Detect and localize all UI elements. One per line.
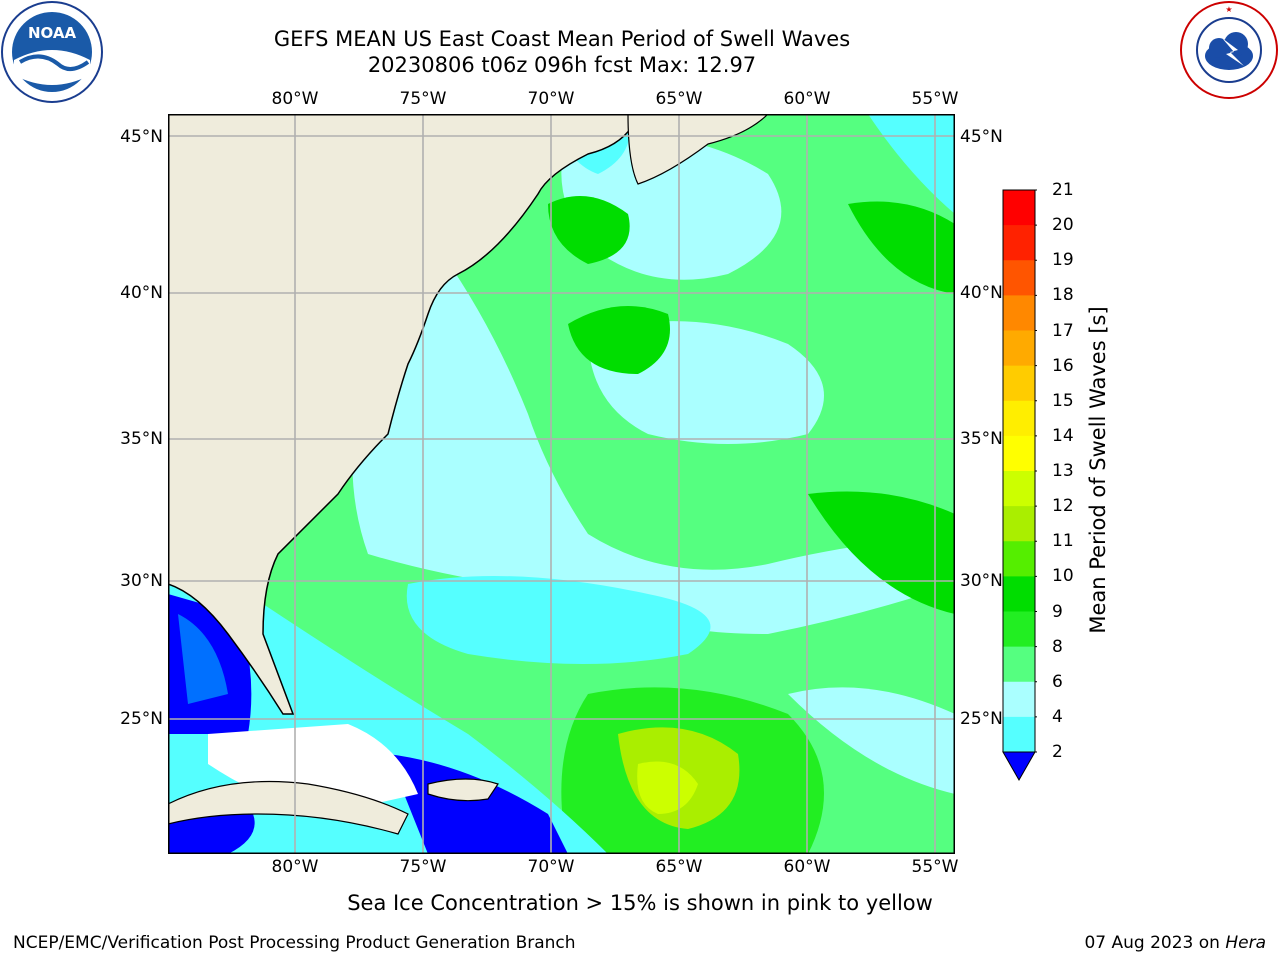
colorbar-extension — [1002, 751, 1036, 782]
colorbar-segment — [1003, 295, 1035, 331]
footer-date-text: 07 Aug 2023 on — [1084, 933, 1226, 953]
colorbar-tick-label: 14 — [1052, 425, 1074, 446]
lat-label-right: 25°N — [960, 709, 1003, 729]
colorbar-tick-label: 19 — [1052, 250, 1074, 271]
colorbar — [1002, 189, 1037, 782]
swell-region-cyan-3 — [868, 114, 955, 214]
chart-subtitle: 20230806 t06z 096h fcst Max: 12.97 — [367, 53, 757, 77]
colorbar-segment — [1003, 681, 1035, 718]
colorbar-tick-label: 17 — [1052, 320, 1074, 341]
forecast-map — [168, 114, 955, 854]
colorbar-tick-label: 21 — [1052, 180, 1074, 200]
footer-host: Hera — [1225, 933, 1266, 953]
colorbar-segment — [1003, 190, 1035, 226]
colorbar-segment — [1003, 330, 1035, 367]
colorbar-segment — [1003, 435, 1035, 472]
swell-region-deep-blue-2 — [388, 754, 568, 854]
land-hispaniola — [427, 778, 499, 802]
land-nova-scotia — [627, 114, 769, 185]
colorbar-segment — [1003, 471, 1035, 507]
lat-label-right: 40°N — [960, 283, 1003, 303]
lon-label-bottom: 60°W — [783, 857, 831, 877]
sea-ice-note-text: Sea Ice Concentration > 15% is shown in … — [347, 891, 933, 915]
colorbar-tick-label: 18 — [1052, 285, 1074, 306]
lon-label-top: 55°W — [911, 89, 959, 109]
lat-label-left: 35°N — [120, 429, 163, 449]
colorbar-segment — [1003, 225, 1035, 261]
lat-label-left: 45°N — [120, 127, 163, 147]
swell-region-cyan-4 — [788, 687, 955, 794]
colorbar-segment — [1003, 506, 1035, 542]
colorbar-tick-label: 12 — [1052, 496, 1074, 517]
lat-label-right: 30°N — [960, 571, 1003, 591]
swell-region-yellow — [637, 761, 698, 814]
colorbar-tick-label: 10 — [1052, 566, 1074, 587]
lon-label-bottom: 80°W — [271, 857, 319, 877]
colorbar-tick-label: 20 — [1052, 215, 1074, 236]
lon-label-top: 60°W — [783, 89, 831, 109]
swell-region-green — [548, 196, 630, 264]
lon-label-top: 75°W — [399, 89, 447, 109]
land-cuba — [168, 780, 409, 835]
colorbar-segment — [1003, 646, 1035, 683]
swell-region-green-2 — [568, 306, 670, 374]
lon-label-bottom: 70°W — [527, 857, 575, 877]
colorbar-segment — [1003, 611, 1035, 648]
lat-label-left: 25°N — [120, 709, 163, 729]
noaa-logo: NOAA — [1, 1, 103, 103]
colorbar-tick-label: 16 — [1052, 355, 1074, 376]
colorbar-tick-label: 13 — [1052, 461, 1074, 481]
colorbar-tick-label: 6 — [1052, 671, 1063, 692]
lon-label-top: 70°W — [527, 89, 575, 109]
graticule — [168, 114, 955, 854]
footer-credit: NCEP/EMC/Verification Post Processing Pr… — [13, 933, 576, 953]
lon-label-top: 80°W — [271, 89, 319, 109]
colorbar-tick-label: 4 — [1052, 706, 1063, 727]
nws-logo: ★ — [1180, 1, 1278, 99]
colorbar-tick-label: 9 — [1052, 601, 1063, 622]
lon-label-bottom: 55°W — [911, 857, 959, 877]
swell-region-green-3 — [848, 201, 955, 294]
colorbar-segment — [1003, 541, 1035, 577]
lat-label-left: 40°N — [120, 283, 163, 303]
swell-region-cyan-2 — [406, 576, 711, 664]
lat-label-right: 35°N — [960, 429, 1003, 449]
chart-title: GEFS MEAN US East Coast Mean Period of S… — [273, 27, 851, 51]
colorbar-segment — [1003, 400, 1035, 437]
colorbar-segment — [1003, 576, 1035, 612]
footer-date: 07 Aug 2023 on Hera — [1084, 933, 1266, 953]
colorbar-label: Mean Period of Swell Waves [s] — [1086, 306, 1110, 634]
swell-region-mid-blue — [178, 614, 228, 704]
colorbar-tick-label: 2 — [1052, 742, 1063, 762]
lon-label-top: 65°W — [655, 89, 703, 109]
svg-text:★: ★ — [1225, 5, 1232, 14]
lon-label-bottom: 75°W — [399, 857, 447, 877]
colorbar-tick-label: 11 — [1052, 531, 1074, 552]
map-frame — [168, 114, 955, 854]
colorbar-segment — [1003, 365, 1035, 402]
colorbar-tick-label: 15 — [1052, 390, 1074, 411]
noaa-logo-text: NOAA — [28, 24, 77, 42]
colorbar-segment — [1003, 260, 1035, 296]
land-us-east-coast — [168, 114, 639, 715]
colorbar-segment — [1003, 716, 1035, 753]
colorbar-tick-label: 8 — [1052, 636, 1063, 657]
lat-label-left: 30°N — [120, 571, 163, 591]
lon-label-bottom: 65°W — [655, 857, 703, 877]
swell-region-light-cyan — [352, 234, 955, 634]
lat-label-right: 45°N — [960, 127, 1003, 147]
swell-region-green-4 — [808, 491, 955, 614]
